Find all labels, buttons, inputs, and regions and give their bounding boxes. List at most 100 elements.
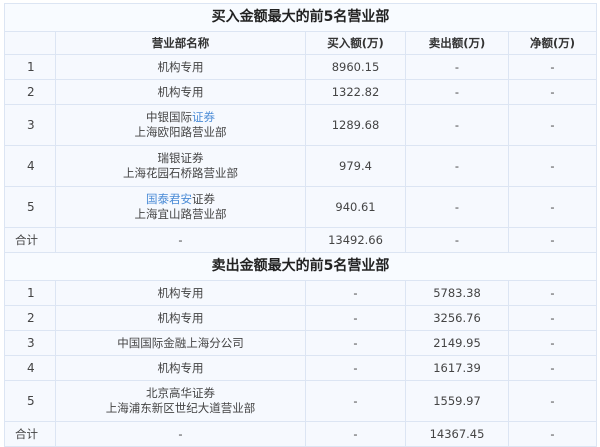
- total-row: 合计 - -14367.45-: [4, 421, 597, 447]
- table-row: 1 机构专用 8960.15- -: [4, 54, 597, 80]
- branch-name-cell: 中国国际金融上海分公司: [55, 330, 306, 356]
- section-title: 卖出金额最大的前5名营业部: [4, 252, 597, 281]
- branch-name-line: 机构专用: [56, 311, 305, 326]
- branch-name-cell: 机构专用: [55, 305, 306, 331]
- branch-name-line: 上海花园石桥路营业部: [56, 166, 305, 181]
- branch-text: 上海花园石桥路营业部: [123, 166, 238, 180]
- branch-text: 北京高华证券: [146, 386, 215, 400]
- branch-name-line: 中国国际金融上海分公司: [56, 336, 305, 351]
- branch-name-cell: 机构专用: [55, 79, 306, 105]
- buy-amount-cell: 940.61: [305, 186, 406, 228]
- table-row: 4 瑞银证券 上海花园石桥路营业部 979.4- -: [4, 145, 597, 187]
- net-amount-cell: -: [508, 54, 597, 80]
- branch-link[interactable]: 证券: [192, 110, 215, 124]
- net-amount-cell: -: [508, 355, 597, 381]
- rank-cell: 3: [4, 330, 56, 356]
- branch-text: 瑞银证券: [157, 151, 204, 165]
- branch-text: 机构专用: [157, 59, 204, 74]
- net-amount-cell: -: [508, 305, 597, 331]
- header-name: 营业部名称: [55, 31, 306, 55]
- branch-text: 证券: [192, 192, 215, 206]
- branch-name-line: 上海欧阳路营业部: [56, 125, 305, 140]
- branch-name-line: 中银国际证券: [56, 110, 305, 125]
- buy-amount-cell: -: [305, 380, 406, 422]
- section-title: 买入金额最大的前5名营业部: [4, 3, 597, 32]
- branch-name-line: 机构专用: [56, 286, 305, 301]
- branch-name-cell: 机构专用: [55, 280, 306, 306]
- rank-cell: 2: [4, 79, 56, 105]
- sell-amount-cell: -: [405, 186, 509, 228]
- branch-name-line: 上海浦东新区世纪大道营业部: [56, 401, 305, 416]
- branch-link[interactable]: 国泰君安: [146, 192, 192, 206]
- rank-cell: 4: [4, 145, 56, 187]
- header-net: 净额(万): [508, 31, 597, 55]
- total-label: 合计: [4, 227, 56, 253]
- sell-amount-cell: -: [405, 145, 509, 187]
- total-name: -: [55, 227, 306, 253]
- rank-cell: 2: [4, 305, 56, 331]
- total-row: 合计 -13492.66- -: [4, 227, 597, 253]
- buy-amount-cell: 979.4: [305, 145, 406, 187]
- header-sell: 卖出额(万): [405, 31, 509, 55]
- total-buy: -: [305, 421, 406, 447]
- net-amount-cell: -: [508, 280, 597, 306]
- branch-text: 机构专用: [157, 285, 204, 300]
- net-amount-cell: -: [508, 186, 597, 228]
- total-sell: 14367.45: [405, 421, 509, 447]
- net-amount-cell: -: [508, 330, 597, 356]
- branch-name-cell: 瑞银证券 上海花园石桥路营业部: [55, 145, 306, 187]
- branch-name-line: 北京高华证券: [56, 386, 305, 401]
- buy-amount-cell: -: [305, 355, 406, 381]
- branch-name-cell: 中银国际证券 上海欧阳路营业部: [55, 104, 306, 146]
- total-name: -: [55, 421, 306, 447]
- section-title-row: 买入金额最大的前5名营业部: [4, 3, 597, 32]
- branch-name-line: 机构专用: [56, 361, 305, 376]
- total-net: -: [508, 227, 597, 253]
- trading-branches-table: 买入金额最大的前5名营业部 营业部名称 买入额(万) 卖出额(万) 净额(万) 1 机构专用…: [4, 3, 597, 447]
- table-row: 1 机构专用 -5783.38-: [4, 280, 597, 306]
- branch-name-line: 瑞银证券: [56, 151, 305, 166]
- net-amount-cell: -: [508, 79, 597, 105]
- branch-text: 上海欧阳路营业部: [134, 125, 227, 139]
- header-buy: 买入额(万): [305, 31, 406, 55]
- branch-name-cell: 北京高华证券 上海浦东新区世纪大道营业部: [55, 380, 306, 422]
- buy-amount-cell: -: [305, 330, 406, 356]
- table-row: 2 机构专用 1322.82- -: [4, 79, 597, 105]
- sell-amount-cell: 1559.97: [405, 380, 509, 422]
- buy-amount-cell: -: [305, 280, 406, 306]
- buy-amount-cell: 1289.68: [305, 104, 406, 146]
- branch-text: 上海浦东新区世纪大道营业部: [105, 401, 256, 415]
- rank-cell: 1: [4, 280, 56, 306]
- sell-amount-cell: 5783.38: [405, 280, 509, 306]
- branch-name-cell: 机构专用: [55, 355, 306, 381]
- table-row: 3 中银国际证券 上海欧阳路营业部 1289.68- -: [4, 104, 597, 146]
- branch-name-line: 机构专用: [56, 85, 305, 100]
- table-row: 4 机构专用 -1617.39-: [4, 355, 597, 381]
- rank-cell: 4: [4, 355, 56, 381]
- rank-cell: 1: [4, 54, 56, 80]
- sell-amount-cell: 3256.76: [405, 305, 509, 331]
- sell-amount-cell: -: [405, 104, 509, 146]
- rank-cell: 3: [4, 104, 56, 146]
- total-label: 合计: [4, 421, 56, 447]
- header-row: 营业部名称 买入额(万) 卖出额(万) 净额(万): [4, 31, 597, 55]
- total-buy: 13492.66: [305, 227, 406, 253]
- branch-text: 机构专用: [157, 310, 204, 325]
- branch-text: 机构专用: [157, 360, 204, 375]
- sell-amount-cell: -: [405, 79, 509, 105]
- buy-amount-cell: 1322.82: [305, 79, 406, 105]
- branch-text: 中银国际: [146, 110, 192, 124]
- table-row: 5 北京高华证券 上海浦东新区世纪大道营业部 -1559.97-: [4, 380, 597, 422]
- branch-text: 机构专用: [157, 84, 204, 99]
- table-row: 5 国泰君安证券 上海宜山路营业部 940.61- -: [4, 186, 597, 228]
- total-net: -: [508, 421, 597, 447]
- total-sell: -: [405, 227, 509, 253]
- sell-amount-cell: 1617.39: [405, 355, 509, 381]
- net-amount-cell: -: [508, 145, 597, 187]
- rank-cell: 5: [4, 380, 56, 422]
- table-row: 2 机构专用 -3256.76-: [4, 305, 597, 331]
- branch-name-line: 上海宜山路营业部: [56, 207, 305, 222]
- sell-amount-cell: -: [405, 54, 509, 80]
- table-row: 3 中国国际金融上海分公司 -2149.95-: [4, 330, 597, 356]
- buy-amount-cell: 8960.15: [305, 54, 406, 80]
